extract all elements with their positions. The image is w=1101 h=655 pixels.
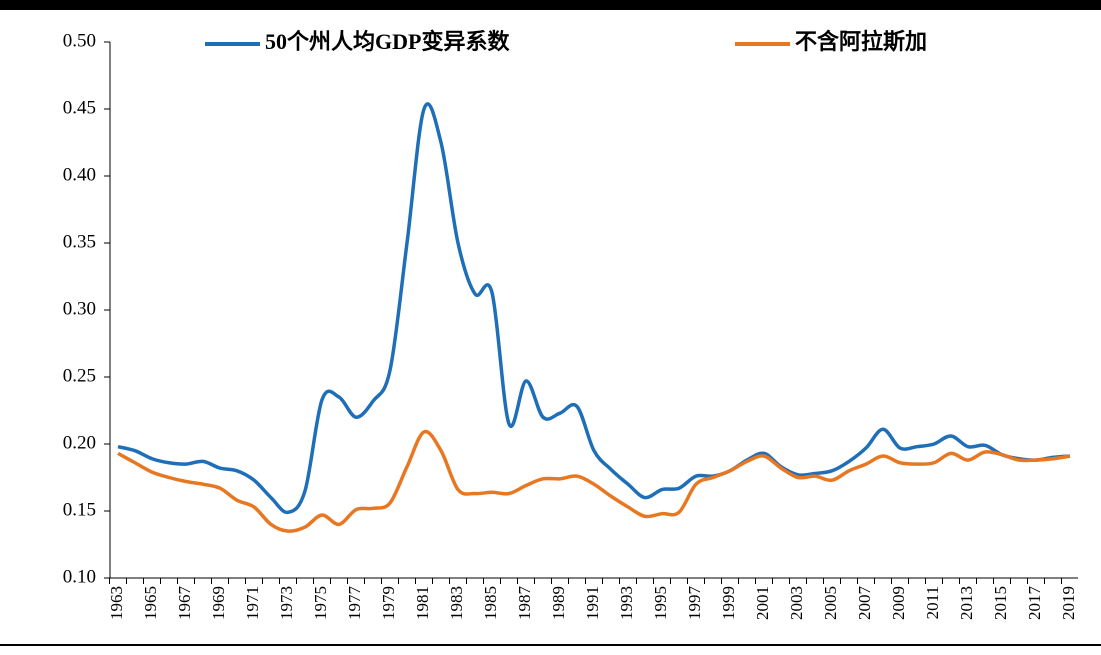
y-tick-label: 0.25 bbox=[63, 365, 96, 386]
top-bar bbox=[0, 0, 1101, 10]
x-tick-label: 1963 bbox=[107, 586, 126, 620]
x-tick-label: 2013 bbox=[957, 586, 976, 620]
x-tick-label: 2015 bbox=[991, 586, 1010, 620]
x-tick-label: 1969 bbox=[209, 586, 228, 620]
x-tick-label: 2011 bbox=[923, 586, 942, 619]
x-tick-label: 1987 bbox=[515, 586, 534, 621]
x-tick-label: 1981 bbox=[413, 586, 432, 620]
x-tick-label: 2019 bbox=[1059, 586, 1078, 620]
x-tick-label: 2009 bbox=[889, 586, 908, 620]
bottom-rule bbox=[0, 644, 1101, 646]
x-tick-label: 1991 bbox=[583, 586, 602, 620]
x-tick-label: 1977 bbox=[345, 586, 364, 621]
y-tick-label: 0.30 bbox=[63, 298, 96, 319]
x-tick-label: 2003 bbox=[787, 586, 806, 620]
y-tick-label: 0.15 bbox=[63, 499, 96, 520]
x-tick-label: 1997 bbox=[685, 586, 704, 621]
y-tick-label: 0.20 bbox=[63, 432, 96, 453]
y-tick-label: 0.50 bbox=[63, 30, 96, 51]
y-tick-label: 0.40 bbox=[63, 164, 96, 185]
x-tick-label: 2017 bbox=[1025, 586, 1044, 621]
x-tick-label: 1971 bbox=[243, 586, 262, 620]
x-tick-label: 2005 bbox=[821, 586, 840, 620]
x-tick-label: 1979 bbox=[379, 586, 398, 620]
x-tick-label: 1985 bbox=[481, 586, 500, 620]
series-line bbox=[117, 102, 1071, 515]
x-tick-label: 2001 bbox=[753, 586, 772, 620]
legend-label: 不含阿拉斯加 bbox=[795, 29, 927, 54]
y-tick-label: 0.45 bbox=[63, 97, 96, 118]
y-tick-label: 0.10 bbox=[63, 566, 96, 587]
x-tick-label: 1967 bbox=[175, 586, 194, 621]
y-tick-label: 0.35 bbox=[63, 231, 96, 252]
x-tick-label: 1995 bbox=[651, 586, 670, 620]
series-line bbox=[117, 429, 1071, 533]
x-tick-label: 1983 bbox=[447, 586, 466, 620]
x-tick-label: 1965 bbox=[141, 586, 160, 620]
x-tick-label: 1999 bbox=[719, 586, 738, 620]
x-tick-label: 1973 bbox=[277, 586, 296, 620]
x-tick-label: 1989 bbox=[549, 586, 568, 620]
legend-label: 50个州人均GDP变异系数 bbox=[265, 29, 510, 54]
x-tick-label: 1975 bbox=[311, 586, 330, 620]
x-tick-label: 1993 bbox=[617, 586, 636, 620]
x-tick-label: 2007 bbox=[855, 586, 874, 621]
